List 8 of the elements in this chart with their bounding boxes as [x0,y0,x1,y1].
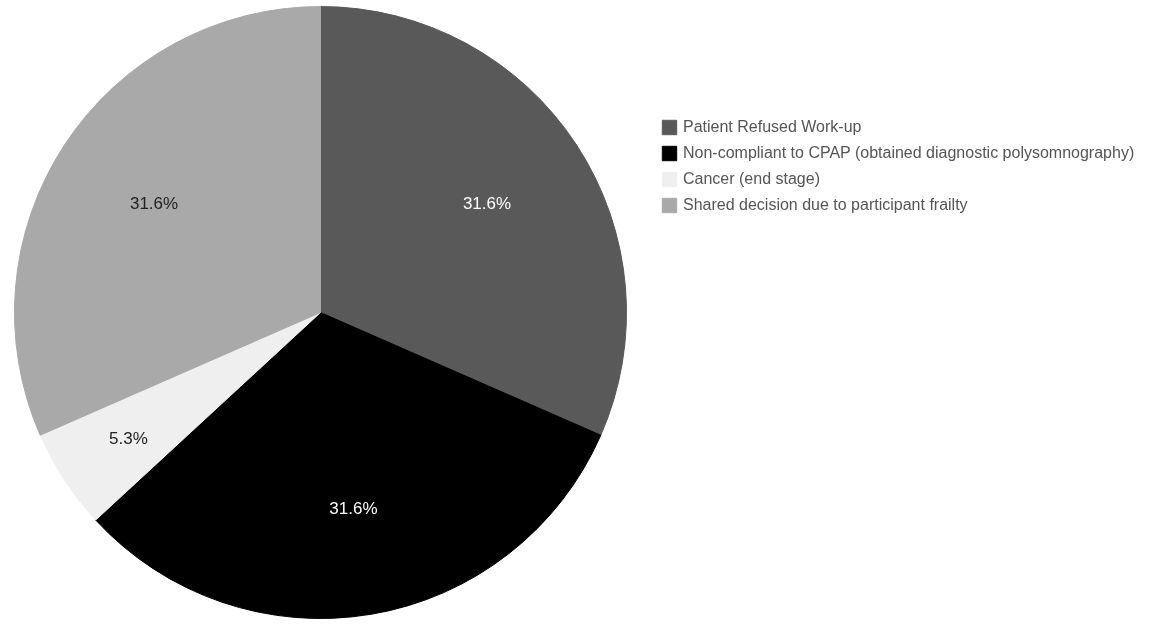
legend-label: Patient Refused Work-up [683,118,862,136]
data-label: 31.6% [129,194,179,214]
legend-label: Cancer (end stage) [683,170,820,188]
legend-label: Shared decision due to participant frailty [683,196,968,214]
legend-label: Non-compliant to CPAP (obtained diagnostic polysomnography) [683,144,1135,162]
data-label: 5.3% [109,428,148,448]
data-label: 31.6% [462,194,512,214]
data-label: 31.6% [329,499,378,519]
